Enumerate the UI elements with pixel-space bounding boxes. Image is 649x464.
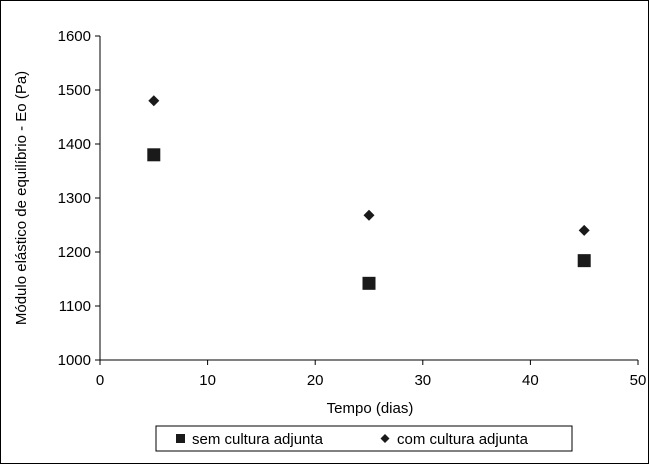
legend-marker-sem-cultura-adjunta [176,434,185,443]
data-point-com-cultura-adjunta [148,95,160,107]
y-axis-title: Módulo elástico de equilíbrio - Eo (Pa) [13,71,30,325]
y-tick-label: 1000 [58,352,91,369]
legend-box [155,425,573,452]
x-tick-label: 10 [199,372,216,389]
y-axis-ticks: 1000 1100 1200 1300 1400 1500 1600 [58,28,100,369]
x-tick-label: 50 [630,372,647,389]
x-axis-ticks: 0 10 20 30 40 50 [96,360,647,389]
y-tick-label: 1500 [58,82,91,99]
legend-label-sem-cultura-adjunta: sem cultura adjunta [192,431,324,448]
x-axis-title: Tempo (dias) [327,400,414,417]
x-tick-label: 40 [522,372,539,389]
x-tick-label: 30 [414,372,431,389]
data-point-com-cultura-adjunta [578,224,590,236]
data-point-sem-cultura-adjunta [577,254,591,268]
x-tick-label: 0 [96,372,104,389]
y-tick-label: 1100 [59,298,91,315]
y-tick-label: 1200 [58,244,91,261]
x-tick-label: 20 [307,372,324,389]
legend: sem cultura adjunta com cultura adjunta [155,425,573,452]
data-point-com-cultura-adjunta [363,209,375,221]
data-point-sem-cultura-adjunta [362,276,376,290]
y-tick-label: 1400 [58,136,91,153]
y-tick-label: 1600 [58,28,91,45]
legend-label-com-cultura-adjunta: com cultura adjunta [397,431,529,448]
data-points [147,95,591,290]
y-tick-label: 1300 [58,190,91,207]
data-point-sem-cultura-adjunta [147,148,161,162]
legend-marker-com-cultura-adjunta [380,434,390,443]
